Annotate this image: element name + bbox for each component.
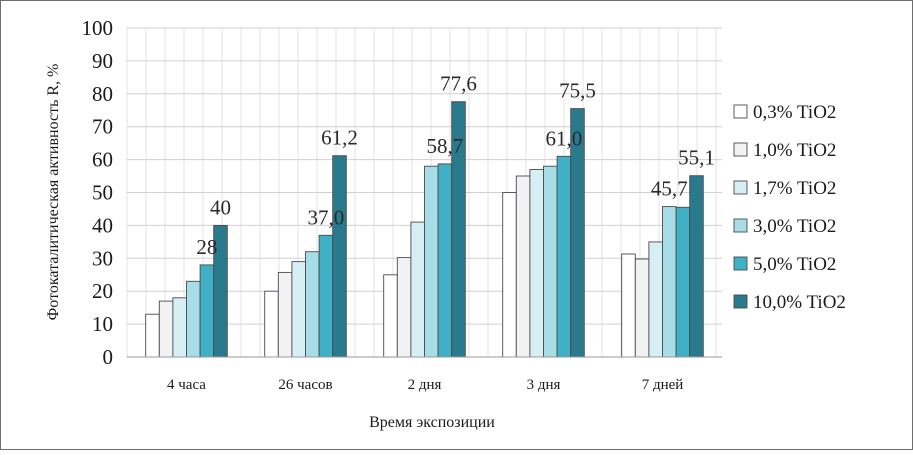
bar: [543, 165, 558, 358]
legend: 0,3% TiO2 1,0% TiO2 1,7% TiO2 3,0% TiO2 5,0%…: [733, 102, 846, 313]
legend-swatch: [733, 180, 748, 195]
bar: [277, 271, 293, 358]
bar: [332, 155, 347, 358]
bar: [172, 297, 187, 358]
bar: [383, 274, 398, 358]
y-tick-label: 50: [92, 181, 113, 205]
bar: [437, 163, 453, 358]
y-tick-label: 10: [92, 312, 113, 336]
bar: [662, 206, 677, 358]
y-axis-title: Фотокаталитическая активность R, %: [45, 64, 62, 321]
bar: [186, 280, 201, 358]
y-tick-label: 30: [92, 246, 113, 270]
bar: [634, 258, 650, 358]
x-tick-label: 2 дня: [408, 377, 442, 393]
y-tick-label: 0: [103, 345, 114, 369]
y-tick-label: 80: [92, 82, 113, 106]
y-tick-label: 40: [92, 213, 113, 237]
data-label: 45,7: [651, 177, 688, 201]
x-axis-title: Время экспозиции: [369, 414, 495, 431]
data-label: 28: [196, 235, 217, 259]
data-label: 55,1: [678, 146, 715, 170]
bar: [648, 241, 663, 358]
x-tick-label: 26 часов: [278, 377, 332, 393]
bar: [396, 257, 412, 358]
data-label: 40: [210, 195, 231, 219]
bar: [556, 155, 572, 358]
bar: [318, 234, 334, 358]
bar: [410, 221, 425, 358]
legend-swatch: [733, 104, 748, 119]
legend-swatch: [733, 294, 748, 309]
data-label: 77,6: [440, 72, 477, 96]
axes: 0 10 20 30 40 50 60 70 80 90 100 4 часа 26 часов 2 дн…: [82, 16, 722, 393]
bar: [305, 251, 320, 358]
data-label: 37,0: [308, 205, 345, 229]
legend-swatch: [733, 218, 748, 233]
x-tick-label: 3 дня: [527, 377, 561, 393]
bar: [502, 192, 517, 358]
legend-label: 10,0% TiO2: [753, 292, 846, 313]
x-tick-label: 7 дней: [642, 377, 684, 393]
legend-label: 5,0% TiO2: [753, 254, 836, 275]
bar: [621, 253, 636, 358]
x-tick-label: 4 часа: [167, 377, 206, 393]
y-tick-label: 70: [92, 115, 113, 139]
bar: [158, 300, 174, 358]
legend-label: 1,7% TiO2: [753, 178, 836, 199]
y-tick-label: 100: [82, 16, 114, 40]
data-label: 61,0: [546, 126, 583, 150]
bar: [264, 290, 279, 358]
legend-swatch: [733, 142, 748, 157]
y-tick-label: 90: [92, 49, 113, 73]
data-label: 58,7: [427, 134, 464, 158]
legend-swatch: [733, 256, 748, 271]
legend-label: 0,3% TiO2: [753, 102, 836, 123]
bar: [689, 175, 704, 358]
data-label: 61,2: [321, 126, 358, 150]
data-labels: 28 40 37,0 61,2 58,7 77,6 61,0 75,5 45,7 55,1: [196, 72, 714, 259]
bar: [529, 169, 544, 358]
bar: [424, 165, 439, 358]
legend-label: 1,0% TiO2: [753, 140, 836, 161]
bar: [291, 261, 306, 358]
y-tick-label: 20: [92, 279, 113, 303]
y-tick-label: 60: [92, 148, 113, 172]
legend-label: 3,0% TiO2: [753, 216, 836, 237]
bar: [675, 206, 691, 358]
data-label: 75,5: [559, 79, 596, 103]
bar: [515, 175, 531, 358]
bar: [145, 313, 160, 358]
bar: [199, 264, 215, 358]
